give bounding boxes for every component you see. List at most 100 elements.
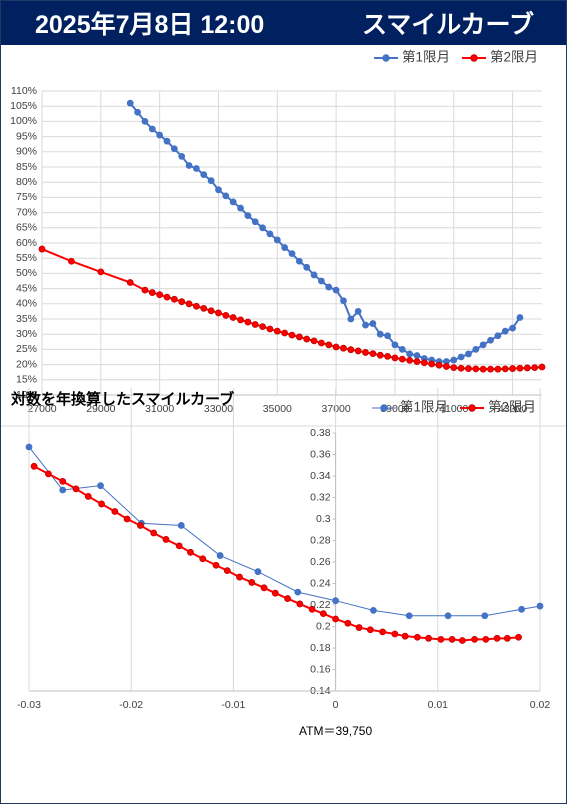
y-tick-label: 0.18: [310, 642, 331, 654]
header-title: スマイルカーブ: [361, 11, 534, 39]
y-tick-label: 80%: [16, 176, 37, 188]
data-point: [509, 365, 516, 372]
data-point: [369, 320, 377, 327]
data-point: [111, 508, 119, 515]
y-tick-label: 20%: [16, 358, 37, 370]
data-point: [215, 186, 222, 194]
series-line: [129, 102, 521, 363]
data-point: [199, 555, 207, 563]
data-point: [518, 605, 526, 613]
data-point: [482, 636, 490, 643]
data-point: [303, 335, 311, 343]
data-point: [406, 350, 414, 358]
data-point: [281, 244, 289, 251]
data-point: [216, 552, 224, 559]
y-tick-label: 0.28: [310, 534, 331, 546]
data-point: [294, 588, 302, 596]
x-tick-label: 43000: [498, 403, 527, 415]
data-point: [325, 283, 333, 291]
data-point: [68, 257, 75, 265]
data-point: [362, 321, 369, 329]
data-point: [332, 286, 340, 294]
y-tick-label: 70%: [16, 206, 37, 218]
y-tick-label: 95%: [16, 130, 37, 142]
data-point: [370, 606, 377, 614]
data-point: [170, 295, 178, 303]
data-point: [178, 298, 186, 306]
data-point: [223, 567, 231, 574]
y-tick-label: 85%: [16, 161, 37, 173]
data-point: [162, 536, 170, 543]
y-tick-label: 60%: [16, 237, 37, 249]
data-point: [420, 359, 428, 367]
data-point: [134, 108, 141, 116]
data-point: [503, 634, 511, 642]
header-date: 2025年7月8日 12:00: [35, 11, 265, 39]
data-point: [126, 99, 134, 107]
data-point: [318, 277, 325, 285]
data-point: [457, 353, 465, 361]
data-point: [354, 347, 362, 355]
x-tick-label: -0.03: [17, 699, 41, 711]
legend-marker: [470, 54, 478, 62]
data-point: [295, 257, 303, 265]
data-point: [260, 584, 268, 592]
data-point: [325, 341, 333, 349]
data-point: [25, 443, 33, 451]
data-point: [244, 212, 252, 220]
x-tick-label: 27000: [27, 403, 56, 415]
data-point: [177, 522, 185, 529]
data-point: [229, 314, 237, 321]
legend-label: 第1限月: [400, 399, 448, 415]
x-tick-label: 0.02: [530, 699, 551, 711]
data-point: [332, 343, 340, 351]
data-point: [141, 118, 149, 125]
data-point: [487, 365, 494, 373]
data-point: [494, 365, 502, 373]
y-tick-label: 105%: [10, 100, 37, 112]
data-point: [465, 350, 472, 358]
data-point: [516, 314, 524, 321]
data-point: [501, 365, 509, 373]
y-tick-label: 110%: [11, 85, 37, 97]
data-point: [251, 321, 259, 328]
legend-marker: [468, 404, 476, 412]
data-point: [193, 165, 200, 172]
data-point: [266, 325, 274, 333]
data-point: [288, 331, 296, 339]
y-tick-label: 35%: [16, 313, 37, 325]
data-point: [296, 600, 304, 608]
header: 2025年7月8日 12:00 スマイルカーブ: [1, 1, 566, 45]
y-tick-label: 100%: [10, 115, 37, 127]
y-tick-label: 0.16: [310, 663, 331, 675]
data-point: [384, 332, 391, 340]
data-point: [536, 602, 544, 610]
data-point: [448, 636, 456, 643]
data-point: [347, 315, 355, 323]
y-tick-label: 55%: [16, 252, 37, 264]
data-point: [84, 493, 92, 500]
data-point: [284, 595, 291, 602]
data-point: [45, 470, 52, 478]
data-point: [318, 339, 325, 347]
data-point: [516, 364, 524, 372]
data-point: [254, 568, 262, 576]
data-point: [222, 311, 230, 319]
chart-title: 対数を年換算したスマイルカーブ: [10, 390, 234, 408]
data-point: [391, 630, 399, 638]
legend-label: 第1限月: [402, 49, 450, 65]
y-tick-label: 15%: [16, 374, 37, 386]
x-tick-label: 0.01: [428, 699, 449, 711]
data-point: [288, 250, 296, 258]
y-tick-label: 40%: [16, 298, 37, 310]
y-tick-label: 0.32: [310, 491, 331, 503]
x-tick-label: 29000: [86, 403, 115, 415]
data-point: [38, 245, 46, 253]
data-point: [259, 224, 266, 232]
data-point: [273, 327, 281, 335]
y-tick-label: 10%: [16, 389, 37, 401]
data-point: [435, 361, 443, 369]
data-point: [376, 330, 384, 338]
data-point: [515, 633, 522, 641]
x-tick-label: 35000: [263, 403, 292, 415]
